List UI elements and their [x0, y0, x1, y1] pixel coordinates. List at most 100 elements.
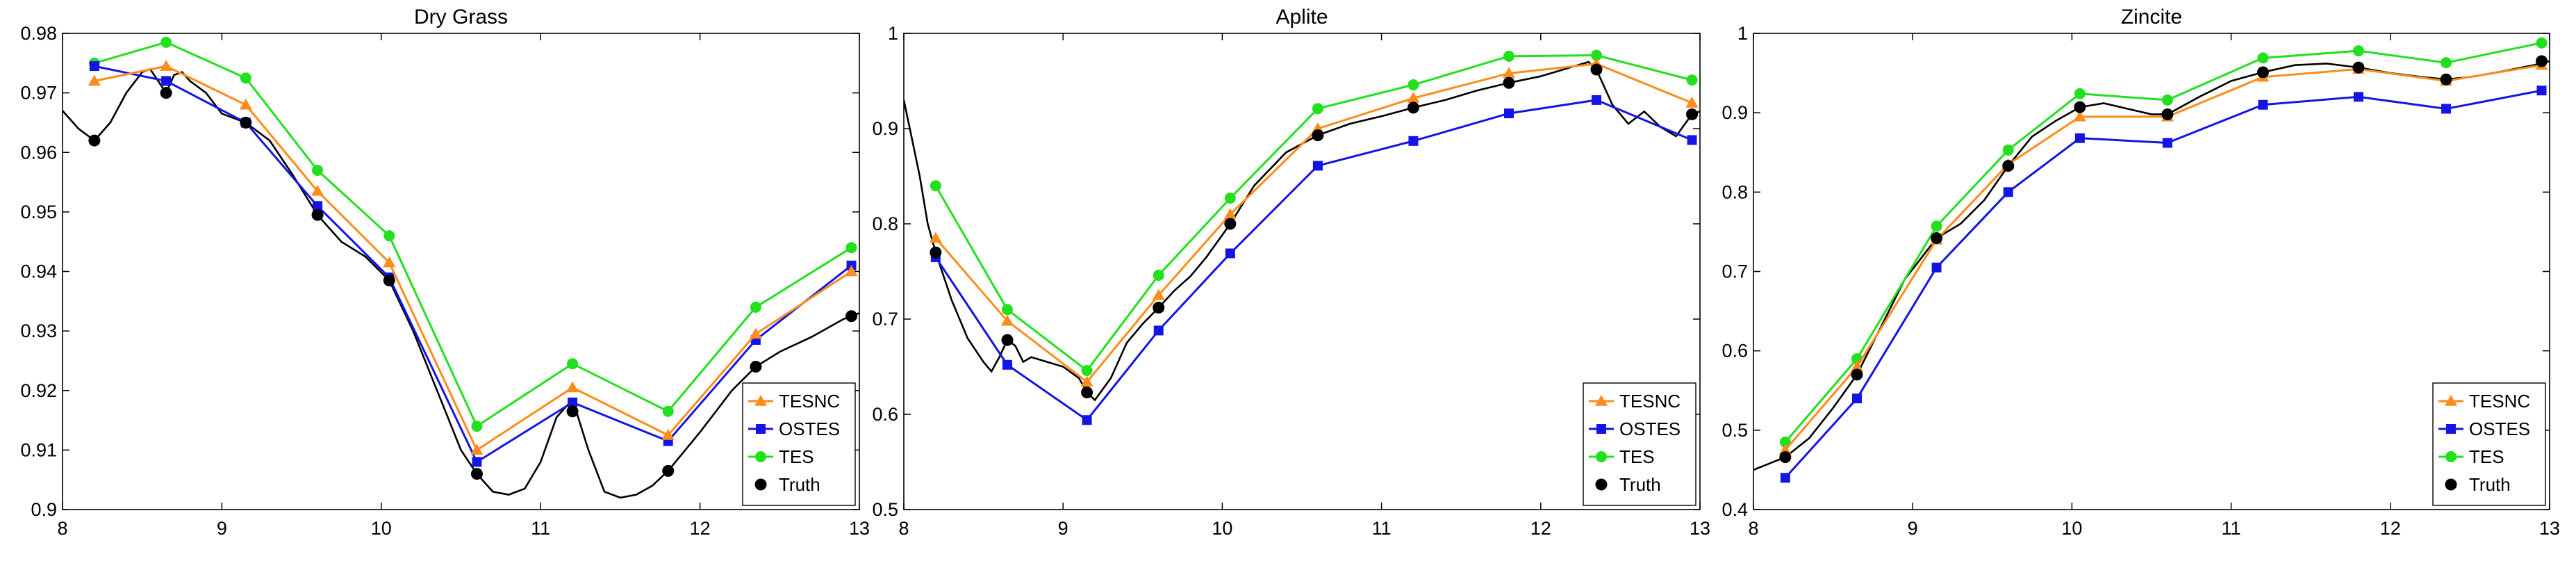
data-point-tes	[567, 358, 579, 370]
series-line-ostes	[94, 65, 852, 464]
y-tick-label: 0.97	[20, 83, 57, 104]
data-point-truth	[88, 134, 101, 147]
legend-label: OSTES	[779, 418, 840, 439]
legend-marker	[1596, 451, 1607, 462]
legend-label: Truth	[1619, 474, 1661, 495]
axes-box	[1753, 33, 2550, 510]
data-point-truth	[566, 405, 579, 418]
y-tick-label: 0.96	[20, 142, 57, 163]
data-point-tes	[1686, 74, 1698, 86]
data-point-truth	[845, 310, 858, 323]
data-point-truth	[930, 246, 942, 259]
series-ostes	[1780, 86, 2547, 483]
data-point-ostes	[1931, 262, 1942, 273]
data-point-tes	[2257, 52, 2269, 64]
data-point-ostes	[1851, 393, 1862, 404]
series-ostes	[89, 61, 857, 467]
series-ostes	[930, 95, 1697, 425]
data-point-truth	[2440, 73, 2452, 86]
data-point-tes	[2441, 57, 2452, 69]
data-point-tesnc	[1000, 314, 1014, 326]
data-point-tesnc	[1223, 208, 1237, 220]
legend-item-tes: TES	[748, 446, 814, 467]
plot-area	[1753, 37, 2550, 483]
data-point-ostes	[472, 457, 482, 467]
truth-spectrum-curve	[1753, 60, 2550, 471]
series-line-tes	[934, 54, 1692, 373]
data-point-truth	[1224, 218, 1237, 230]
data-point-tesnc	[1502, 67, 1515, 79]
data-point-tes	[2161, 94, 2173, 106]
series-line-tes	[1784, 42, 2542, 443]
data-point-tesnc	[470, 444, 484, 455]
y-tick-label: 1	[888, 23, 898, 44]
data-point-truth	[1001, 334, 1014, 346]
data-point-truth	[1153, 302, 1165, 314]
x-tick-label: 10	[371, 518, 392, 539]
legend-marker	[1595, 395, 1608, 406]
data-point-tes	[1407, 79, 1419, 90]
data-point-truth	[1779, 451, 1792, 464]
legend-label: TES	[2469, 446, 2504, 467]
legend-label: Truth	[779, 474, 820, 495]
data-point-tesnc	[661, 428, 675, 440]
data-point-tes	[1224, 193, 1236, 204]
data-point-ostes	[568, 397, 578, 407]
data-point-truth	[1312, 129, 1324, 142]
data-point-tesnc	[2073, 110, 2086, 122]
y-tick-label: 0.92	[20, 380, 57, 401]
data-point-ostes	[2162, 138, 2172, 148]
data-point-truth	[1081, 386, 1093, 398]
data-point-ostes	[1408, 136, 1419, 146]
chart-panel-2: Aplite 8 9 10 11 12 13 0.5 0.6 0.7 0.8 0.9 1 TESNC OST…	[872, 6, 1710, 539]
data-point-tes	[160, 36, 172, 48]
data-point-tes	[2002, 144, 2014, 156]
chart-title: Dry Grass	[414, 6, 508, 29]
data-point-truth	[2256, 66, 2269, 79]
y-tick-label: 0.95	[20, 202, 57, 222]
y-tick-label: 0.5	[1722, 420, 1748, 441]
data-point-truth	[470, 468, 483, 480]
series-tes	[88, 36, 857, 432]
data-point-tesnc	[1152, 288, 1165, 300]
data-point-tes	[1001, 304, 1013, 316]
legend-item-truth: Truth	[1595, 474, 1661, 495]
legend-item-tesnc: TESNC	[1589, 391, 1681, 412]
data-point-tesnc	[1685, 97, 1699, 108]
data-point-tesnc	[845, 265, 858, 277]
data-point-tes	[1931, 220, 1942, 232]
legend-item-truth: Truth	[2445, 474, 2511, 495]
data-point-truth	[1407, 101, 1419, 114]
data-point-tesnc	[1778, 444, 1792, 455]
data-point-truth	[160, 87, 172, 99]
data-point-truth	[2352, 61, 2365, 74]
plot-area	[904, 49, 1700, 425]
legend-item-ostes: OSTES	[748, 418, 840, 439]
truth-spectrum-curve	[63, 67, 859, 499]
data-point-truth	[1503, 76, 1515, 89]
x-tick-label: 9	[217, 518, 227, 539]
series-line-ostes	[934, 99, 1693, 422]
x-tick-label: 8	[898, 518, 909, 539]
data-point-tes	[1503, 50, 1514, 62]
truth-spectrum-curve	[904, 60, 1700, 402]
data-point-tesnc	[160, 60, 173, 71]
data-point-ostes	[161, 76, 172, 86]
y-tick-label: 0.8	[872, 213, 898, 234]
legend-marker	[2446, 424, 2456, 434]
data-point-tesnc	[929, 231, 942, 243]
data-point-ostes	[2003, 187, 2013, 197]
data-point-tesnc	[1850, 360, 1863, 372]
data-point-ostes	[1312, 161, 1323, 171]
series-truth	[88, 87, 858, 480]
data-point-ostes	[2536, 86, 2547, 96]
y-tick-label: 0.8	[1722, 181, 1748, 202]
legend-item-ostes: OSTES	[1589, 418, 1681, 439]
data-point-truth	[1590, 63, 1603, 76]
legend-item-tes: TES	[1589, 446, 1655, 467]
data-point-tes	[240, 72, 251, 84]
series-line-tesnc	[934, 63, 1693, 384]
chart-title: Aplite	[1275, 6, 1328, 29]
y-tick-label: 0.91	[20, 439, 57, 460]
legend-marker	[2445, 395, 2457, 406]
